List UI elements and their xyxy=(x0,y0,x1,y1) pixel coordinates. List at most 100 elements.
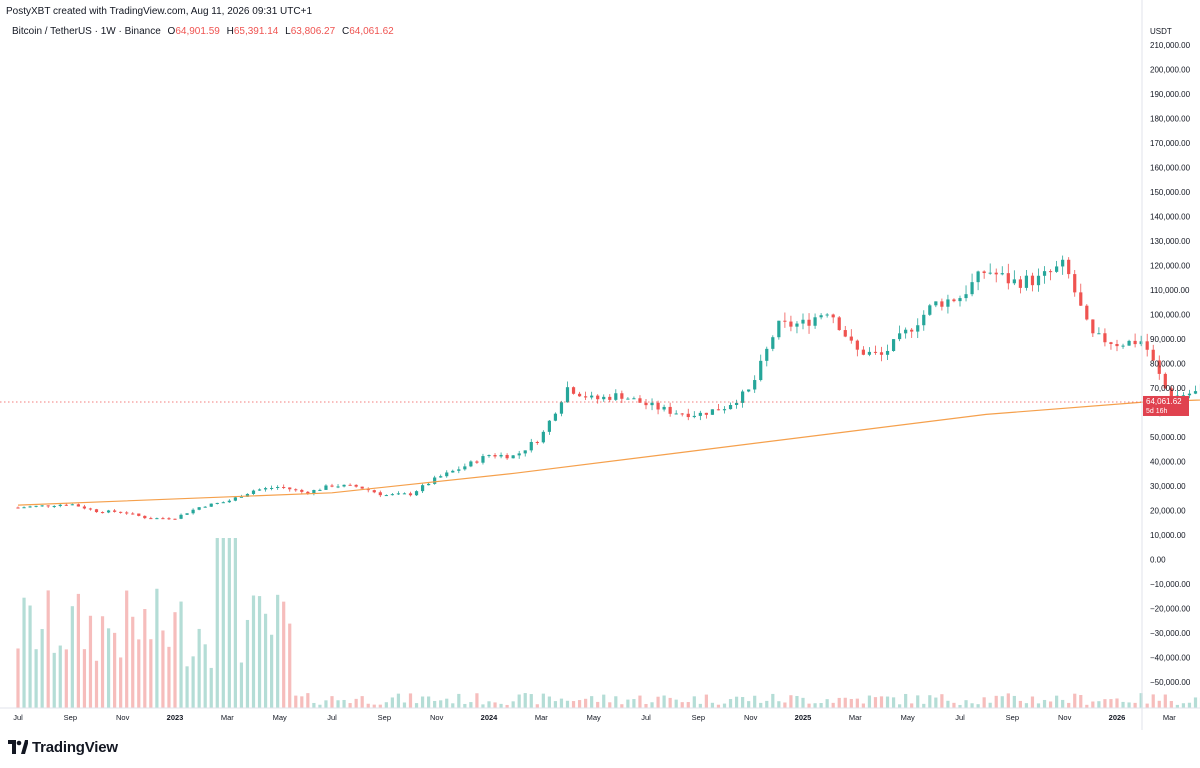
candle-body xyxy=(360,486,364,489)
volume-bar xyxy=(970,703,974,708)
candle-body xyxy=(976,271,980,283)
volume-bar xyxy=(1187,702,1192,708)
time-tick-label: Jul xyxy=(955,713,965,722)
price-tick-label: −30,000.00 xyxy=(1150,629,1191,638)
volume-bar xyxy=(34,649,38,708)
volume-bar xyxy=(82,649,87,708)
candle-body xyxy=(577,393,582,397)
volume-bar xyxy=(885,696,890,708)
candle-body xyxy=(1157,360,1161,374)
candle-body xyxy=(203,506,207,508)
candle-body xyxy=(16,507,20,509)
volume-bar xyxy=(662,695,666,708)
candle-body xyxy=(1073,274,1077,293)
candle-body xyxy=(191,509,195,514)
candle-body xyxy=(451,470,455,473)
volume-bar xyxy=(626,699,630,708)
volume-bar xyxy=(783,702,787,708)
candle-body xyxy=(251,490,256,494)
open-value: 64,901.59 xyxy=(175,26,220,37)
candle-body xyxy=(137,513,141,516)
volume-bar xyxy=(1000,696,1004,708)
volume-bar xyxy=(1091,701,1095,708)
candle-body xyxy=(1103,333,1107,343)
volume-bar xyxy=(728,699,733,708)
candle-body xyxy=(656,402,660,410)
candle-body xyxy=(994,272,998,275)
volume-bar xyxy=(173,612,177,708)
candle-body xyxy=(330,485,334,487)
candle-body xyxy=(215,502,219,504)
volume-bar xyxy=(58,645,62,708)
candle-body xyxy=(155,518,159,520)
volume-bar xyxy=(427,696,431,708)
time-tick-label: Mar xyxy=(849,713,862,722)
candle-body xyxy=(1151,349,1155,361)
candle-body xyxy=(843,330,847,337)
volume-bar xyxy=(535,704,539,708)
price-tick-label: 180,000.00 xyxy=(1150,114,1191,123)
volume-bar xyxy=(270,634,274,708)
candle-body xyxy=(294,489,298,491)
volume-bar xyxy=(312,702,316,708)
volume-bar xyxy=(928,695,932,708)
volume-bar xyxy=(656,696,660,708)
candle-body xyxy=(1030,275,1035,286)
candle-body xyxy=(777,320,781,338)
volume-bar xyxy=(469,702,473,708)
candle-body xyxy=(1163,373,1167,389)
candle-body xyxy=(922,314,926,326)
candle-body xyxy=(644,402,648,406)
candle-body xyxy=(245,493,250,497)
volume-bar xyxy=(1055,695,1059,708)
volume-bar xyxy=(408,693,413,708)
volume-bar xyxy=(825,699,829,708)
volume-bar xyxy=(747,701,751,708)
candle-body xyxy=(626,398,630,400)
volume-bar xyxy=(843,697,847,708)
volume-bar xyxy=(1139,693,1143,708)
volume-bar xyxy=(185,666,189,708)
candle-body xyxy=(741,391,745,403)
time-tick-label: 2024 xyxy=(481,713,499,722)
volume-bar xyxy=(318,704,322,708)
high-label: H xyxy=(226,26,234,37)
tradingview-logo[interactable]: TradingView xyxy=(8,736,118,758)
volume-bar xyxy=(493,702,497,708)
time-tick-label: 2025 xyxy=(795,713,812,722)
volume-bar xyxy=(638,695,642,708)
volume-bar xyxy=(1018,700,1022,708)
volume-bar xyxy=(680,702,684,708)
volume-bar xyxy=(402,702,407,708)
candle-body xyxy=(439,476,443,478)
candle-body xyxy=(692,415,696,418)
candle-body xyxy=(565,387,570,403)
volume-bar xyxy=(547,696,551,708)
candle-body xyxy=(668,406,672,414)
volume-bar xyxy=(203,644,207,708)
candle-body xyxy=(614,393,618,400)
candle-body xyxy=(571,387,576,394)
candle-body xyxy=(1181,395,1186,397)
candle-body xyxy=(167,518,171,520)
candle-body xyxy=(1193,391,1198,394)
volume-bar xyxy=(795,695,799,708)
time-tick-label: Sep xyxy=(1006,713,1019,722)
volume-bar xyxy=(414,703,419,708)
volume-bar xyxy=(1097,701,1101,708)
candle-body xyxy=(541,431,545,443)
volume-bar xyxy=(565,700,570,708)
volume-bar xyxy=(282,601,286,708)
volume-bar xyxy=(879,696,884,708)
candle-body xyxy=(149,518,153,520)
candle-body xyxy=(807,319,811,326)
candle-body xyxy=(34,505,38,507)
candle-body xyxy=(662,406,666,410)
volume-bar xyxy=(390,697,394,708)
volume-bar xyxy=(692,696,696,708)
candle-body xyxy=(535,441,539,443)
volume-bar xyxy=(257,596,262,708)
candle-body xyxy=(728,405,733,410)
candle-body xyxy=(372,490,376,493)
